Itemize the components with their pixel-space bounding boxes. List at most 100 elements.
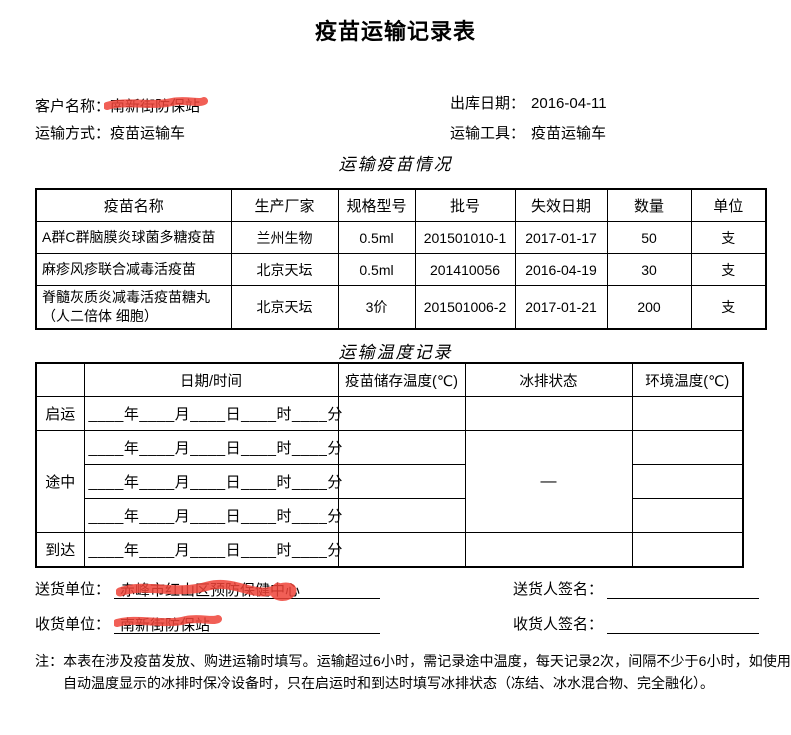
stage-label-departure: 启运 [35,396,85,431]
col-header-stage [35,362,85,397]
receiver-unit-blank: 南新街防保站 [114,614,381,635]
col-header-manufacturer: 生产厂家 [230,188,339,222]
vaccine-row: 麻疹风疹联合减毒活疫苗 北京天坛 0.5ml 201410056 2016-04… [35,253,767,286]
receiver-signature-blank [607,614,760,634]
storage-temp-cell [337,396,466,431]
ambient-temp-cell [631,464,744,499]
sender-unit-blank: 赤峰市红山区预防保健中心 [114,579,381,601]
storage-temp-cell [337,430,466,465]
temperature-row-enroute: 途中 ____年____月____日____时____分 — [35,430,744,533]
vaccine-name-cell: 麻疹风疹联合减毒活疫苗 [35,253,232,286]
vaccine-table-header-row: 疫苗名称 生产厂家 规格型号 批号 失效日期 数量 单位 [35,188,767,222]
receiver-row: 收货单位： 南新街防保站 收货人签名： [35,613,760,635]
form-note: 注：本表在涉及疫苗发放、购进运输时填写。运输超过6小时，需记录途中温度，每天记录… [35,650,791,694]
receiver-sign-field: 收货人签名： [513,613,760,634]
col-header-ice-state: 冰排状态 [464,362,633,397]
unit-cell: 支 [690,284,767,330]
note-prefix: 注： [35,653,64,669]
ice-state-cell [464,396,633,431]
receiver-unit-label: 收货单位： [35,616,111,633]
temperature-row-arrival: 到达 ____年____月____日____时____分 [35,532,744,568]
batch-cell: 201501006-2 [414,284,516,330]
ship-date-field: 出库日期： 2016-04-11 [450,92,607,113]
quantity-cell: 200 [606,284,692,330]
manufacturer-cell: 兰州生物 [230,221,339,254]
datetime-blank: ____年____月____日____时____分 [83,464,342,499]
col-header-quantity: 数量 [606,188,692,222]
quantity-cell: 30 [606,253,692,286]
vaccine-name-cell: 脊髓灰质炎减毒活疫苗糖丸（人二倍体 细胞） [35,284,232,330]
ambient-temp-cell [631,430,744,465]
spec-cell: 0.5ml [337,253,416,286]
datetime-blank: ____年____月____日____时____分 [83,498,342,533]
col-header-spec: 规格型号 [337,188,416,222]
datetime-blank: ____年____月____日____时____分 [83,396,342,431]
storage-temp-cell [337,498,466,533]
temperature-table: 日期/时间 疫苗储存温度(℃) 冰排状态 环境温度(℃) 启运 ____年___… [35,362,744,568]
note-body: 本表在涉及疫苗发放、购进运输时填写。运输超过6小时，需记录途中温度，每天记录2次… [63,653,791,691]
stage-label-arrival: 到达 [35,532,85,568]
stage-label-enroute: 途中 [35,430,85,533]
batch-cell: 201501010-1 [414,221,516,254]
transport-mode-label: 运输方式： [35,125,111,142]
temperature-row-enroute: ____年____月____日____时____分 [36,498,744,533]
manufacturer-cell: 北京天坛 [230,253,339,286]
vaccine-section-title: 运输疫苗情况 [338,155,453,175]
storage-temp-cell [337,532,466,568]
expiry-cell: 2017-01-17 [514,221,608,254]
transport-tool-label: 运输工具： [450,125,526,142]
col-header-batch: 批号 [414,188,516,222]
col-header-storage-temp: 疫苗储存温度(℃) [337,362,466,397]
spec-cell: 3价 [337,284,416,330]
customer-name-field: 客户名称：南新街防保站 [35,95,209,116]
customer-name-value-wrap: 南新街防保站 [104,95,209,116]
datetime-blank: ____年____月____日____时____分 [83,430,342,465]
sender-signature-blank [607,579,760,599]
ambient-temp-cell [631,532,744,568]
transport-mode-field: 运输方式：疫苗运输车 [35,122,185,143]
sender-unit-value-wrap: 赤峰市红山区预防保健中心 [116,579,301,601]
sender-sign-label: 送货人签名： [513,581,604,598]
page-title: 疫苗运输记录表 [314,19,476,44]
ship-date-value: 2016-04-11 [531,95,607,112]
receiver-unit-value-wrap: 南新街防保站 [114,614,223,635]
receiver-unit-value: 南新街防保站 [120,617,211,634]
manufacturer-cell: 北京天坛 [230,284,339,330]
unit-cell: 支 [690,253,767,286]
ice-state-merged-cell: — [464,430,633,533]
expiry-cell: 2016-04-19 [514,253,608,286]
vaccine-name-cell: A群C群脑膜炎球菌多糖疫苗 [35,221,232,254]
col-header-expiry: 失效日期 [514,188,608,222]
unit-cell: 支 [690,221,767,254]
col-header-ambient-temp: 环境温度(℃) [631,362,744,397]
sender-row: 送货单位： 赤峰市红山区预防保健中心 送货人签名： [35,578,760,601]
customer-name-label: 客户名称： [35,98,111,115]
col-header-unit: 单位 [690,188,767,222]
ice-state-cell [464,532,633,568]
sender-sign-field: 送货人签名： [513,578,760,599]
datetime-blank: ____年____月____日____时____分 [83,532,342,568]
vaccine-row: A群C群脑膜炎球菌多糖疫苗 兰州生物 0.5ml 201501010-1 201… [35,221,767,254]
storage-temp-cell [337,464,466,499]
expiry-cell: 2017-01-21 [514,284,608,330]
sender-unit-label: 送货单位： [35,581,111,598]
ambient-temp-cell [631,396,744,431]
temperature-row-enroute: ____年____月____日____时____分 [36,464,744,499]
ambient-temp-cell [631,498,744,533]
col-header-vaccine-name: 疫苗名称 [35,188,232,222]
vaccine-table: 疫苗名称 生产厂家 规格型号 批号 失效日期 数量 单位 A群C群脑膜炎球菌多糖… [35,188,767,330]
sender-unit-value: 赤峰市红山区预防保健中心 [120,582,301,599]
batch-cell: 201410056 [414,253,516,286]
ship-date-label: 出库日期： [450,95,526,112]
temperature-row-departure: 启运 ____年____月____日____时____分 [35,396,744,431]
quantity-cell: 50 [606,221,692,254]
transport-tool-field: 运输工具： 疫苗运输车 [450,122,606,143]
transport-tool-value: 疫苗运输车 [531,125,607,142]
transport-mode-value: 疫苗运输车 [110,125,186,142]
receiver-sign-label: 收货人签名： [513,616,604,633]
col-header-datetime: 日期/时间 [83,362,339,397]
spec-cell: 0.5ml [337,221,416,254]
vaccine-row: 脊髓灰质炎减毒活疫苗糖丸（人二倍体 细胞） 北京天坛 3价 201501006-… [35,284,767,330]
temperature-table-header-row: 日期/时间 疫苗储存温度(℃) 冰排状态 环境温度(℃) [35,362,744,397]
